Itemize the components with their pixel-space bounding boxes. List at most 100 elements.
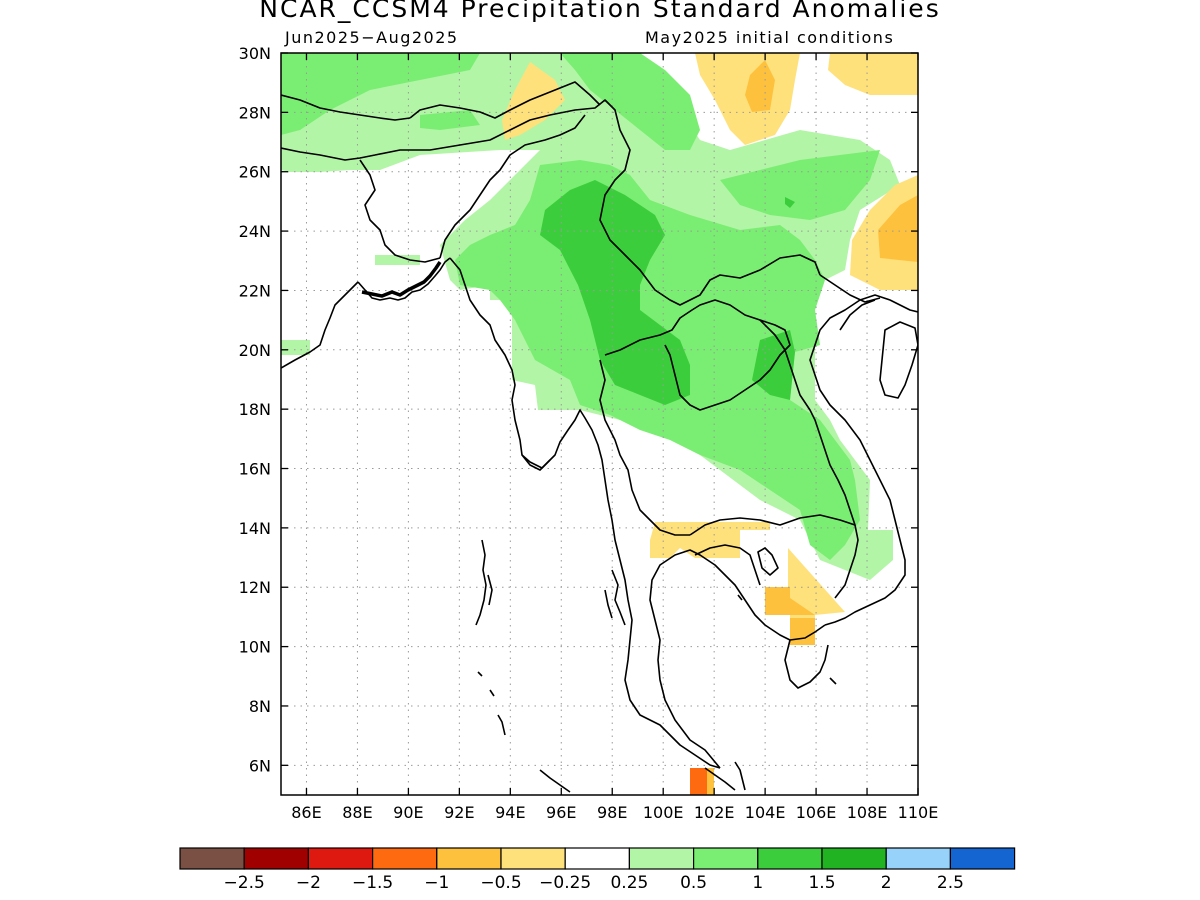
anomaly-region [650, 522, 770, 558]
colorbar-swatch [436, 847, 502, 870]
andaman-islands [487, 574, 493, 606]
anomaly-region [828, 53, 918, 95]
colorbar-label: −2 [296, 873, 321, 893]
anomaly-region [707, 768, 714, 795]
anomaly-region [420, 110, 480, 130]
colorbar-label: −2.5 [224, 873, 265, 893]
colorbar-label: −1.5 [352, 873, 393, 893]
lat-tick-label: 30N [239, 44, 271, 63]
colorbar-swatch [628, 847, 695, 870]
nicobar-islands [477, 671, 483, 677]
border-thailand-laos [604, 299, 791, 411]
anomaly-region [785, 197, 795, 208]
colorbar-swatch [885, 847, 952, 870]
map-title: NCAR_CCSM4 Precipitation Standard Anomal… [259, 0, 941, 23]
colorbar-swatch [243, 847, 309, 870]
border-nepal [281, 94, 411, 121]
coastal-islands [829, 677, 837, 685]
lat-tick-label: 6N [249, 756, 271, 775]
anomaly-region [765, 548, 845, 645]
coastline-irrawaddy [521, 454, 551, 469]
anomaly-region [690, 768, 707, 795]
colorbar-label: −0.5 [480, 873, 521, 893]
border-myanmar-west [439, 114, 586, 259]
coastline-tonkin [839, 299, 876, 331]
colorbar-swatch [179, 847, 245, 870]
latitude-axis: 30N 28N 26N 24N 22N 20N 18N 16N 14N 12N 10N 8N 6N [239, 44, 918, 775]
border-laos-vietnam [759, 319, 859, 599]
coastline-vietnam-south [809, 294, 918, 626]
lon-tick-label: 100E [643, 803, 684, 822]
map-frame [280, 52, 919, 796]
lon-tick-label: 86E [291, 803, 321, 822]
coastline [281, 81, 918, 793]
coastline-india [281, 281, 359, 369]
colorbar-label: 2.5 [937, 873, 964, 893]
anomaly-region [720, 150, 880, 220]
anomaly-region [540, 180, 690, 405]
lat-tick-label: 8N [249, 697, 271, 716]
anomaly-region [281, 340, 310, 355]
lat-tick-label: 28N [239, 103, 271, 122]
lat-tick-label: 18N [239, 400, 271, 419]
anomaly-region [765, 587, 815, 615]
lat-tick-label: 16N [239, 460, 271, 479]
border-thailand-myanmar [599, 359, 690, 536]
colorbar-swatch [821, 847, 887, 870]
border-china-vietnam [819, 274, 881, 303]
lat-tick-label: 12N [239, 578, 271, 597]
colorbar-swatch [500, 847, 566, 870]
colorbar-label: 0.25 [610, 873, 648, 893]
colorbar-label: 1 [752, 873, 763, 893]
colorbar: −2.5 −2 −1.5 −1 −0.5 −0.25 0.25 0.5 1 1.5 2 2.5 [179, 847, 1016, 893]
graticule [281, 53, 918, 795]
lat-tick-label: 14N [239, 519, 271, 538]
lon-tick-label: 90E [393, 803, 423, 822]
coastal-islands [737, 594, 743, 601]
lon-tick-label: 88E [342, 803, 372, 822]
anomaly-region [502, 62, 565, 140]
lon-tick-label: 104E [745, 803, 786, 822]
coastline-myanmar [449, 257, 721, 769]
colorbar-label: 2 [881, 873, 892, 893]
anomaly-region [745, 60, 775, 112]
colorbar-swatch [757, 847, 823, 870]
coastline-sumatra [539, 769, 571, 793]
anomaly-region [790, 618, 815, 645]
lon-tick-label: 98E [597, 803, 627, 822]
colorbar-label: 1.5 [808, 873, 835, 893]
lat-tick-label: 20N [239, 341, 271, 360]
border-bhutan [409, 81, 601, 119]
coastline-malay [734, 761, 746, 791]
coastline-mekong-delta [784, 639, 829, 689]
anomaly-shading [281, 53, 918, 795]
nicobar-islands [489, 689, 495, 697]
coastline-gulf-of-thailand [649, 549, 826, 769]
border-bangladesh [359, 159, 441, 263]
mergui-archipelago [604, 589, 613, 619]
andaman-islands [475, 539, 487, 626]
forecast-period: Jun2025−Aug2025 [285, 28, 459, 47]
lon-tick-label: 92E [444, 803, 474, 822]
border-cambodia-thailand [694, 544, 761, 586]
initial-conditions: May2025 initial conditions [645, 28, 895, 47]
colorbar-swatch [564, 847, 631, 870]
nicobar-islands [497, 714, 506, 736]
colorbar-swatch [692, 847, 759, 870]
sundarbans [361, 261, 442, 298]
lon-tick-label: 96E [546, 803, 576, 822]
colorbar-label: −1 [424, 873, 449, 893]
anomaly-region [281, 53, 480, 135]
lon-tick-label: 108E [847, 803, 888, 822]
lat-tick-label: 26N [239, 163, 271, 182]
anomaly-region [560, 53, 700, 150]
coastline-bengal-delta [357, 257, 451, 301]
border-malaysia [704, 767, 736, 791]
border-india-myanmar [374, 99, 821, 306]
tonle-sap [757, 547, 779, 576]
lat-tick-label: 22N [239, 281, 271, 300]
mergui-archipelago [611, 569, 626, 626]
lon-tick-label: 106E [796, 803, 837, 822]
lat-tick-label: 10N [239, 638, 271, 657]
